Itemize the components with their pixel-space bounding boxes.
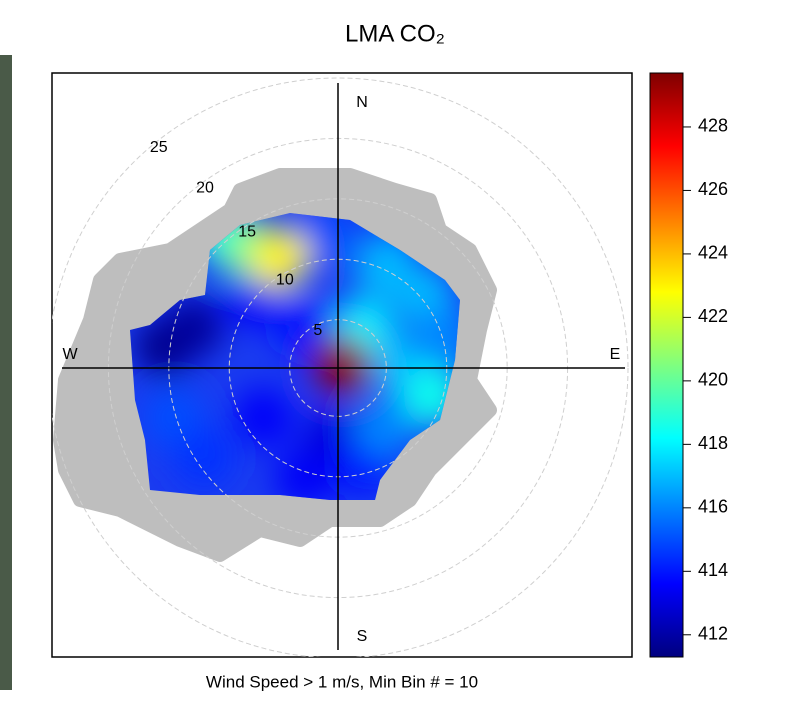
direction-label: S	[357, 628, 368, 645]
sample	[249, 227, 310, 288]
chart-title: LMA CO₂	[345, 20, 445, 47]
direction-label: E	[610, 346, 621, 363]
ring-label: 10	[276, 271, 294, 288]
colorbar	[649, 72, 684, 658]
colorbar-tick-label: 420	[698, 370, 728, 390]
colorbar-tick-label: 414	[698, 560, 728, 580]
colorbar-tick-label: 424	[698, 243, 728, 263]
sample	[312, 335, 372, 395]
ring-label: 5	[313, 322, 322, 339]
colorbar-tick-label: 428	[698, 116, 728, 136]
footer: Wind Speed > 1 m/s, Min Bin # = 10	[206, 672, 478, 691]
sample	[293, 213, 354, 267]
sample	[354, 397, 415, 458]
colorbar-tick-label: 426	[698, 179, 728, 199]
sample	[174, 427, 235, 488]
ring-label: 15	[238, 224, 256, 241]
colorbar-tick-label: 422	[698, 306, 728, 326]
colorbar-tick-label: 418	[698, 433, 728, 453]
sample	[274, 297, 335, 358]
colorbar-tick-label: 412	[698, 624, 728, 644]
direction-label: N	[356, 94, 368, 111]
colorbar-tick-label: 416	[698, 497, 728, 517]
background-photo-strip	[0, 55, 12, 690]
direction-label: W	[62, 346, 78, 363]
ring-label: 25	[150, 139, 168, 156]
sample	[233, 387, 294, 448]
ring-label: 20	[196, 179, 214, 196]
ring	[52, 77, 629, 657]
